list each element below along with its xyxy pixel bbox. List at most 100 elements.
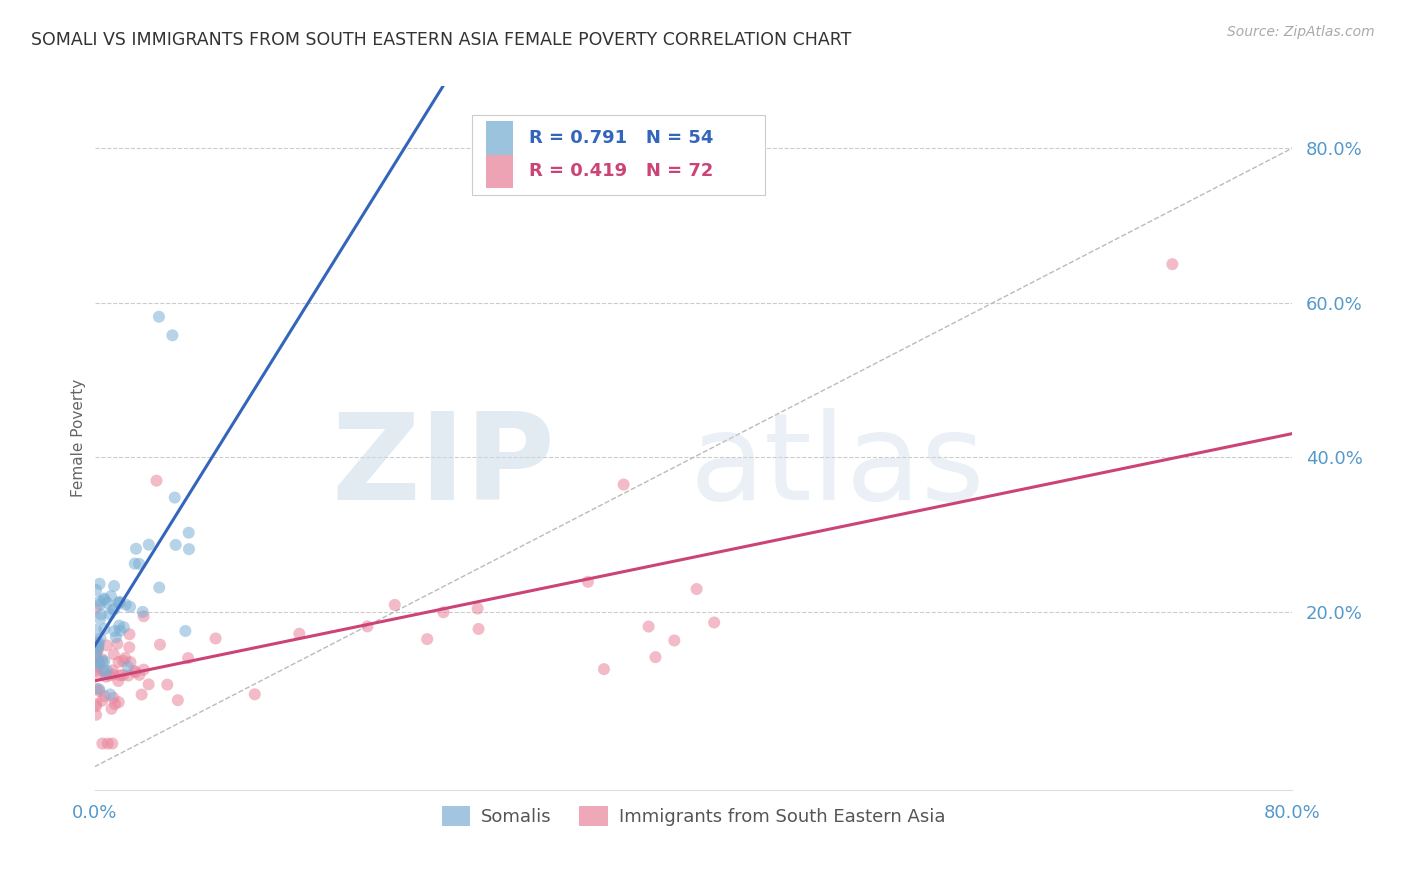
Point [87, 659, 110, 673]
Point [174, 624, 197, 638]
Point [89, 684, 111, 698]
Point [101, 667, 124, 681]
Point [685, 582, 707, 596]
Point [93, 664, 115, 678]
Point [89, 668, 111, 682]
Point [103, 602, 125, 616]
Point [124, 557, 146, 571]
Point [107, 596, 129, 610]
Point [148, 310, 170, 324]
Point [104, 624, 127, 638]
Point [89, 594, 111, 608]
Point [162, 328, 184, 343]
Point [593, 662, 616, 676]
Text: R = 0.419   N = 72: R = 0.419 N = 72 [529, 162, 714, 180]
Point [84, 707, 107, 722]
Point [86, 635, 108, 649]
Point [128, 668, 150, 682]
Point [107, 695, 129, 709]
Point [98, 668, 121, 682]
Point [111, 654, 134, 668]
Point [104, 630, 127, 644]
Bar [486, 120, 513, 154]
Point [93, 622, 115, 636]
Point [87, 640, 110, 654]
Point [89, 612, 111, 626]
Point [432, 605, 454, 619]
Point [84, 650, 107, 665]
Point [87, 635, 110, 649]
Point [118, 599, 141, 614]
Point [644, 650, 666, 665]
Point [91, 663, 114, 677]
Point [163, 491, 186, 505]
Point [93, 654, 115, 668]
Point [1161, 257, 1184, 271]
Point [101, 737, 124, 751]
Point [288, 626, 311, 640]
Point [703, 615, 725, 630]
Point [107, 674, 129, 689]
Point [124, 665, 146, 680]
Point [90, 607, 112, 622]
Point [105, 637, 128, 651]
Point [108, 618, 131, 632]
Point [156, 678, 179, 692]
Point [103, 579, 125, 593]
Point [165, 538, 187, 552]
Point [98, 607, 121, 622]
Point [93, 689, 115, 703]
Point [84, 582, 107, 597]
Point [148, 581, 170, 595]
Point [114, 598, 136, 612]
Point [118, 627, 141, 641]
Point [243, 687, 266, 701]
Point [91, 655, 114, 669]
Point [100, 702, 122, 716]
Point [90, 632, 112, 646]
Point [131, 688, 153, 702]
Point [149, 638, 172, 652]
Point [166, 693, 188, 707]
Point [204, 632, 226, 646]
Point [101, 663, 124, 677]
Point [117, 659, 139, 673]
Point [664, 633, 686, 648]
Point [96, 639, 118, 653]
Point [467, 622, 489, 636]
Point [114, 651, 136, 665]
Point [98, 687, 121, 701]
FancyBboxPatch shape [472, 114, 765, 195]
Point [384, 598, 406, 612]
Point [84, 664, 107, 678]
Point [103, 648, 125, 662]
Point [613, 477, 636, 491]
Point [91, 693, 114, 707]
Point [91, 652, 114, 666]
Point [87, 638, 110, 652]
Point [96, 664, 118, 678]
Point [637, 619, 659, 633]
Legend: Somalis, Immigrants from South Eastern Asia: Somalis, Immigrants from South Eastern A… [434, 798, 952, 834]
Point [576, 574, 599, 589]
Point [112, 620, 135, 634]
Point [145, 474, 167, 488]
Point [467, 601, 489, 615]
Text: R = 0.791   N = 54: R = 0.791 N = 54 [529, 128, 714, 146]
Point [177, 542, 200, 557]
Point [103, 690, 125, 705]
Point [89, 656, 111, 670]
Point [131, 605, 153, 619]
Point [97, 737, 120, 751]
Point [117, 668, 139, 682]
Text: atlas: atlas [689, 408, 984, 524]
Point [91, 737, 114, 751]
Point [416, 632, 439, 646]
Point [86, 640, 108, 655]
Point [93, 592, 115, 607]
Point [118, 640, 141, 655]
Point [107, 655, 129, 669]
Point [86, 643, 108, 657]
Point [138, 538, 160, 552]
Bar [486, 154, 513, 188]
